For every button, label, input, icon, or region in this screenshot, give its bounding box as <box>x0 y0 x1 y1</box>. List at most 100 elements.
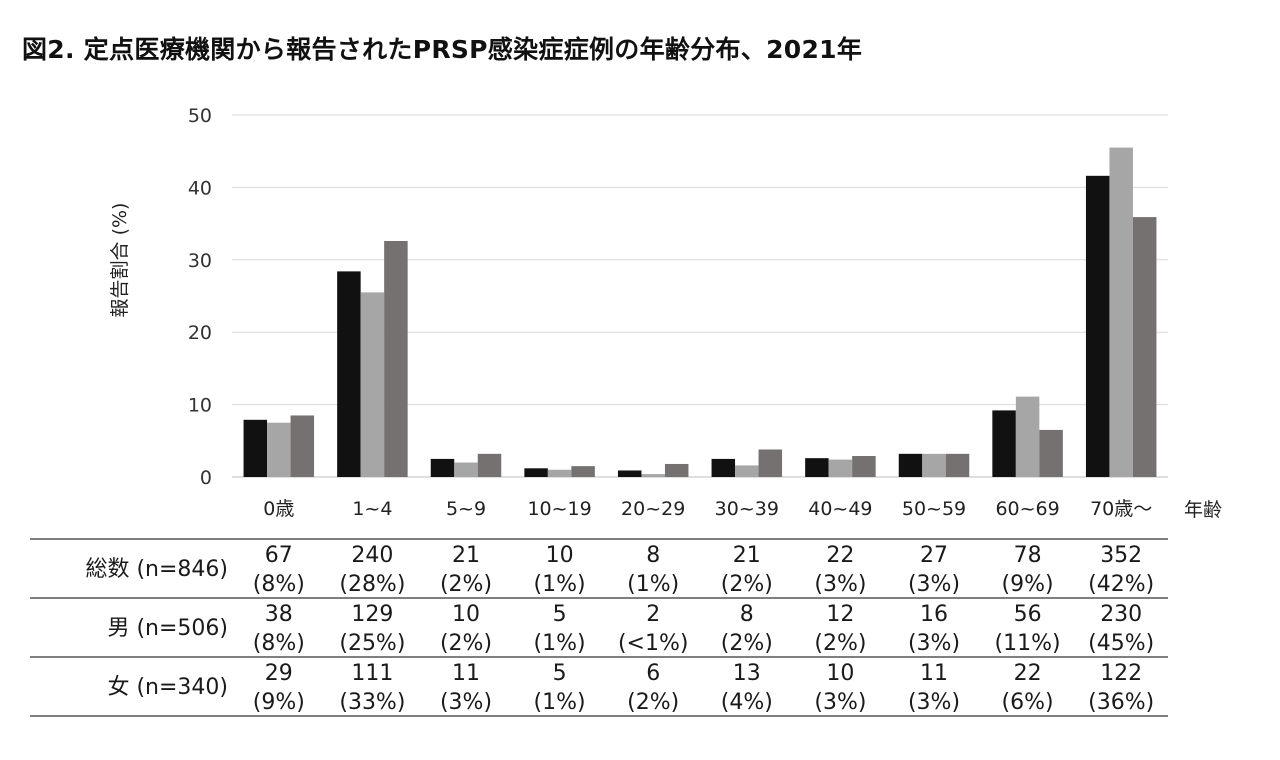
table-count: 230 <box>1100 602 1142 627</box>
table-percent: (2%) <box>721 631 773 656</box>
table-percent: (2%) <box>440 631 492 656</box>
table-percent: (1%) <box>534 572 586 597</box>
table-percent: (33%) <box>339 690 405 715</box>
bar-総数-1 <box>337 271 361 477</box>
y-axis-label: 報告割合 (%) <box>109 203 131 318</box>
table-percent: (25%) <box>339 631 405 656</box>
category-label: 5~9 <box>446 498 486 520</box>
table-count: 6 <box>646 661 660 686</box>
table-count: 8 <box>740 602 754 627</box>
table-count: 12 <box>826 602 854 627</box>
category-label: 20~29 <box>621 498 685 520</box>
bar-女-0 <box>290 415 315 477</box>
bar-男-3 <box>547 469 572 477</box>
bars <box>243 147 1157 478</box>
bar-男-2 <box>454 462 478 477</box>
table-count: 22 <box>826 543 854 568</box>
table-count: 122 <box>1100 661 1142 686</box>
bar-総数-2 <box>430 458 455 477</box>
table-percent: (2%) <box>814 631 866 656</box>
table-percent: (3%) <box>814 572 866 597</box>
table-count: 13 <box>733 661 761 686</box>
table-percent: (2%) <box>440 572 492 597</box>
bar-男-9 <box>1109 147 1133 477</box>
bar-男-5 <box>735 465 759 477</box>
table-percent: (2%) <box>627 690 679 715</box>
bar-総数-4 <box>617 470 642 477</box>
bar-総数-9 <box>1085 175 1110 478</box>
table-count: 38 <box>265 602 293 627</box>
bar-男-4 <box>641 474 665 477</box>
bar-女-6 <box>852 456 876 477</box>
bar-総数-6 <box>805 458 829 477</box>
table-percent: (8%) <box>253 631 305 656</box>
table-row-label: 男 (n=506) <box>107 616 228 641</box>
table-count: 11 <box>452 661 480 686</box>
table-percent: (1%) <box>627 572 679 597</box>
table-percent: (11%) <box>995 631 1061 656</box>
y-tick-labels: 0 10 20 30 40 50 <box>188 105 212 489</box>
bar-男-1 <box>360 292 385 477</box>
bar-女-5 <box>758 449 783 477</box>
chart-title: 図2. 定点医療機関から報告されたPRSP感染症症例の年齢分布、2021年 <box>22 35 863 64</box>
table-count: 21 <box>733 543 761 568</box>
table-count: 56 <box>1014 602 1042 627</box>
table-count: 111 <box>351 661 393 686</box>
table-count: 8 <box>646 543 660 568</box>
y-tick-label: 10 <box>188 395 212 417</box>
category-label: 10~19 <box>527 498 591 520</box>
bar-女-4 <box>664 463 689 477</box>
bar-男-8 <box>1015 396 1040 477</box>
bar-男-6 <box>828 459 853 477</box>
table-count: 5 <box>553 661 567 686</box>
table-percent: (36%) <box>1088 690 1154 715</box>
table-count: 240 <box>351 543 393 568</box>
bar-女-1 <box>384 240 408 477</box>
table-percent: (9%) <box>1002 572 1054 597</box>
table-percent: (3%) <box>440 690 492 715</box>
table-count: 10 <box>546 543 574 568</box>
table-count: 129 <box>351 602 393 627</box>
table-count: 10 <box>826 661 854 686</box>
table-percent: (3%) <box>908 631 960 656</box>
bar-女-2 <box>477 453 502 477</box>
table-percent: (9%) <box>253 690 305 715</box>
table-count: 21 <box>452 543 480 568</box>
bar-総数-3 <box>524 468 548 477</box>
bar-女-3 <box>571 466 595 477</box>
table-count: 10 <box>452 602 480 627</box>
table-percent: (2%) <box>721 572 773 597</box>
category-label: 70歳～ <box>1090 498 1152 520</box>
table-percent: (6%) <box>1002 690 1054 715</box>
table-percent: (4%) <box>721 690 773 715</box>
table-percent: (1%) <box>534 690 586 715</box>
bar-総数-5 <box>711 458 736 477</box>
y-tick-label: 50 <box>188 105 212 127</box>
table-count: 29 <box>265 661 293 686</box>
table-count: 5 <box>553 602 567 627</box>
table-percent: (1%) <box>534 631 586 656</box>
bar-女-7 <box>945 453 970 477</box>
category-label: 30~39 <box>715 498 779 520</box>
table-count: 27 <box>920 543 948 568</box>
y-tick-label: 30 <box>188 250 212 272</box>
table-percent: (<1%) <box>618 631 689 656</box>
category-label: 40~49 <box>808 498 872 520</box>
x-axis-unit-label: 年齢 <box>1184 499 1222 521</box>
y-tick-label: 20 <box>188 322 212 344</box>
bar-男-0 <box>267 422 291 477</box>
table-row-label: 女 (n=340) <box>107 675 228 700</box>
table-count: 352 <box>1100 543 1142 568</box>
table-count: 11 <box>920 661 948 686</box>
bar-女-8 <box>1039 429 1063 477</box>
bar-総数-0 <box>243 419 268 477</box>
category-label: 1~4 <box>352 498 392 520</box>
category-label: 60~69 <box>995 498 1059 520</box>
y-tick-label: 40 <box>188 177 212 199</box>
table-percent: (3%) <box>908 690 960 715</box>
category-labels: 0歳 1~4 5~9 10~19 20~29 30~39 40~49 50~59 60~69 70… <box>263 498 1152 520</box>
y-tick-label: 0 <box>200 467 212 489</box>
table-count: 2 <box>646 602 660 627</box>
table-count: 22 <box>1014 661 1042 686</box>
